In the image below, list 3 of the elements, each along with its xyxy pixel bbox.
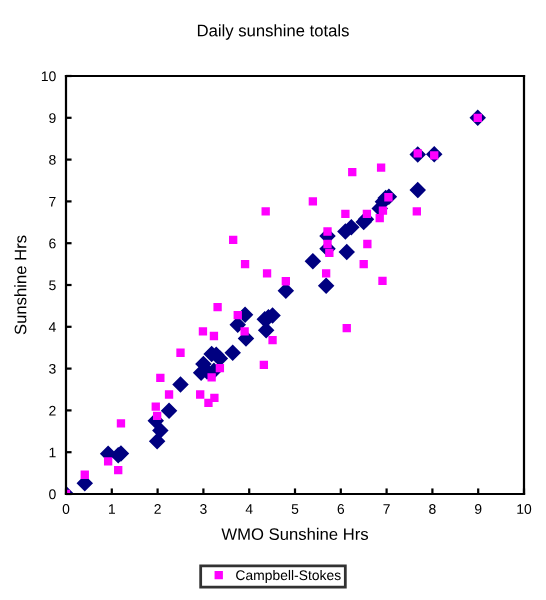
y-axis-title: Sunshine Hrs [14, 235, 27, 335]
x-axis-title: WMO Sunshine Hrs [221, 527, 369, 541]
chart-title: Daily sunshine totals [197, 24, 349, 40]
